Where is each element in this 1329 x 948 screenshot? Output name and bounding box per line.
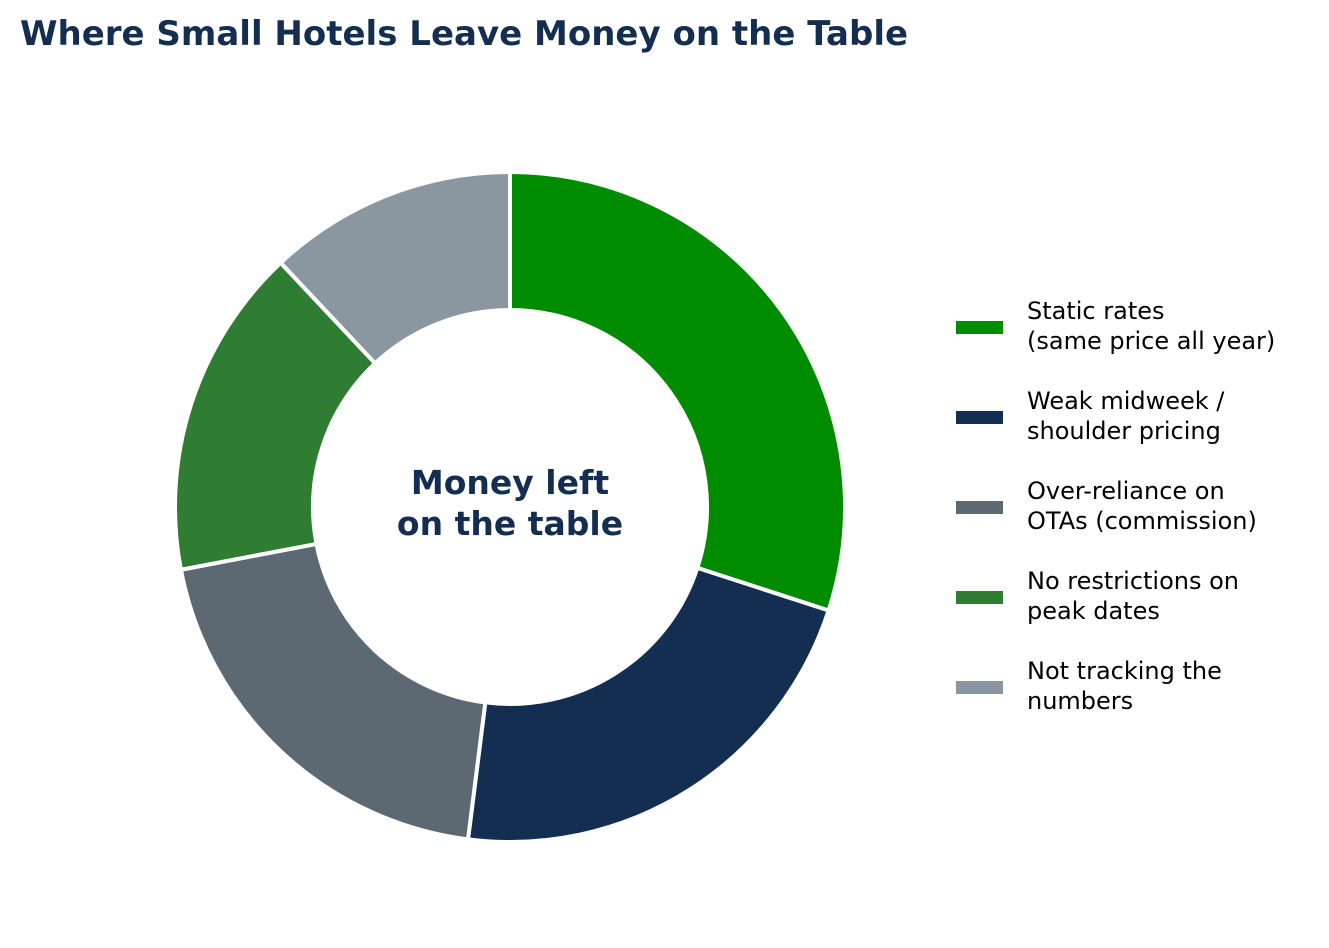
- donut-slice-not-tracking-the-numbers: [277, 169, 512, 367]
- legend-swatch: [956, 681, 1003, 694]
- chart-title: Where Small Hotels Leave Money on the Ta…: [20, 14, 909, 54]
- donut-slice-no-restrictions-on-peak-dates: [173, 259, 378, 573]
- legend-label: Static rates (same price all year): [1027, 297, 1276, 355]
- legend-swatch: [956, 321, 1003, 334]
- donut-slice-static-rates-same-price-all-year: [508, 169, 847, 614]
- legend-label: Weak midweek / shoulder pricing: [1027, 387, 1225, 445]
- legend-label: Not tracking the numbers: [1027, 657, 1222, 715]
- legend-swatch: [956, 411, 1003, 424]
- legend-label: No restrictions on peak dates: [1027, 567, 1240, 625]
- legend-swatch: [956, 591, 1003, 604]
- center-label-line-2: on the table: [396, 504, 624, 543]
- center-label-line-1: Money left: [410, 463, 610, 502]
- center-label: Money left on the table: [360, 462, 660, 544]
- donut-slice-weak-midweek-shoulder-pricing: [465, 565, 832, 844]
- legend-swatch: [956, 501, 1003, 514]
- legend-label: Over-reliance on OTAs (commission): [1027, 477, 1257, 535]
- donut-slice-over-reliance-on-otas-commission: [178, 541, 488, 842]
